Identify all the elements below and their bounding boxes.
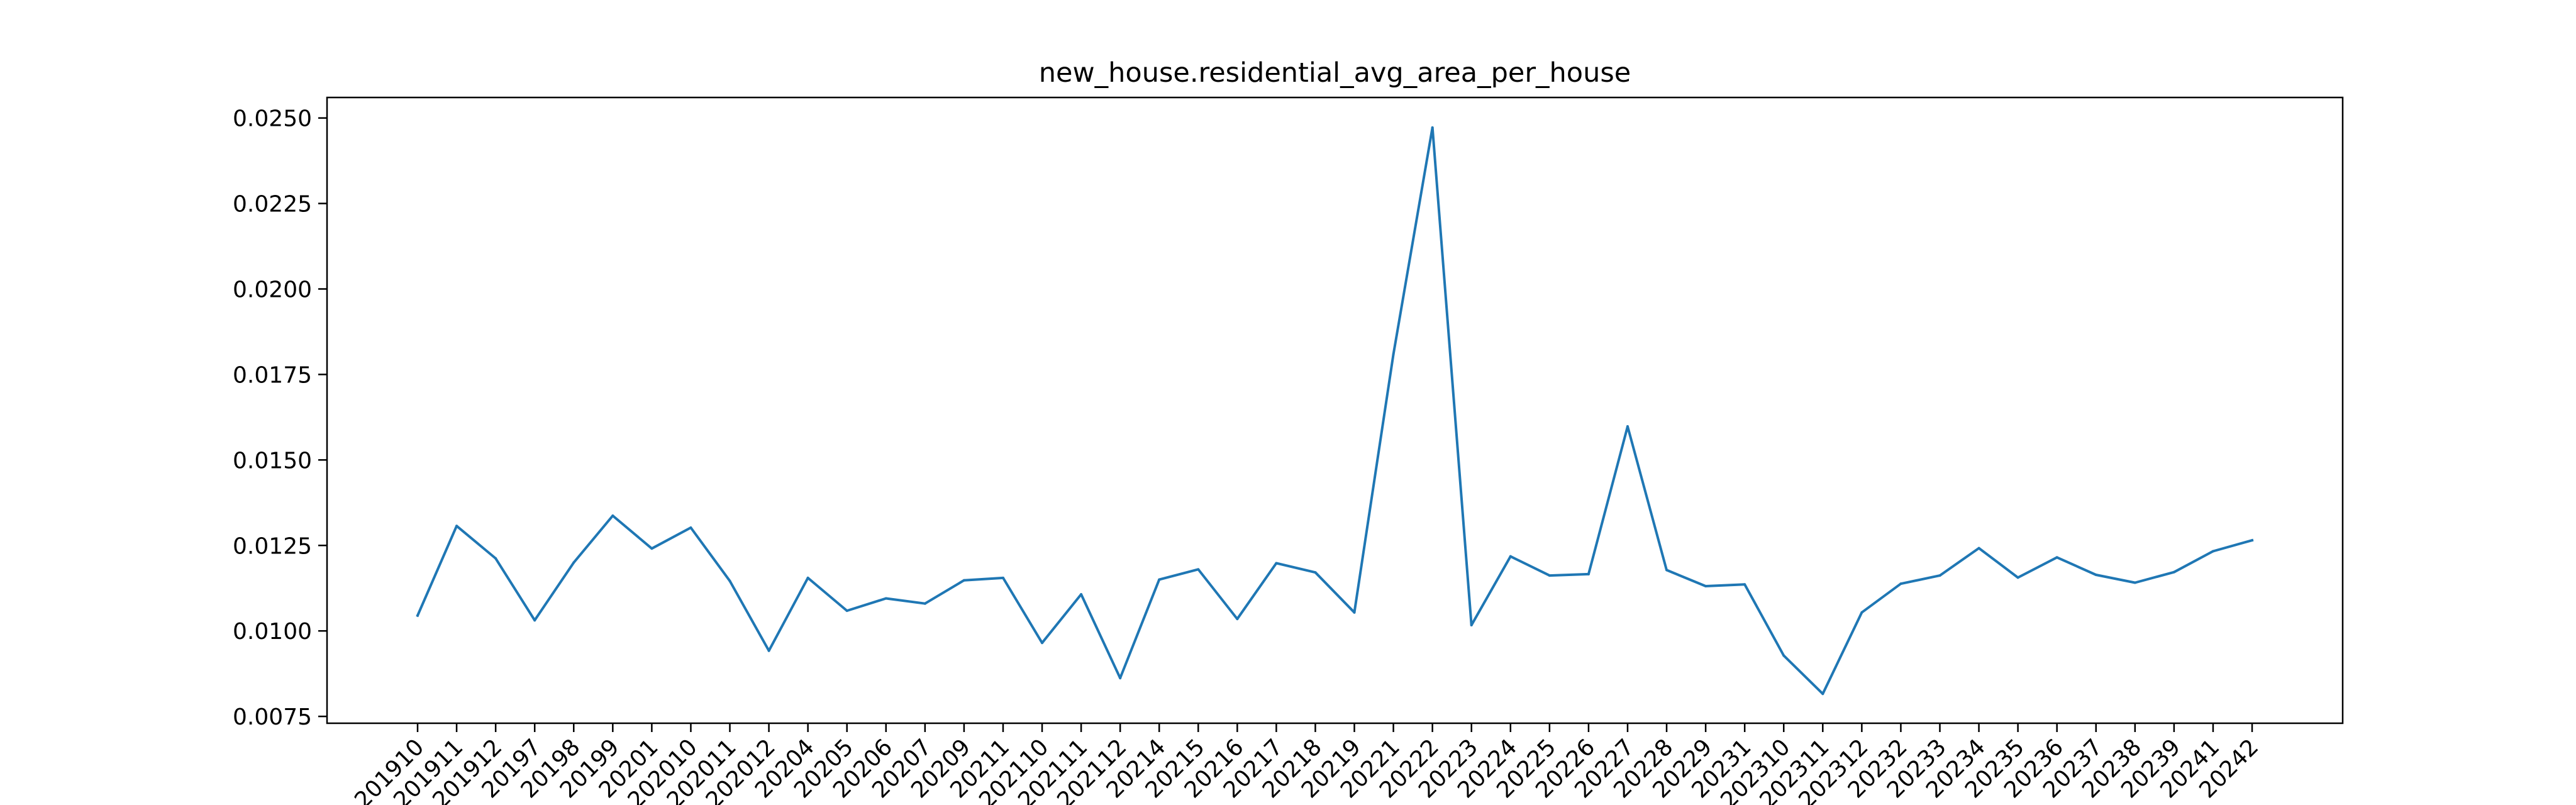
data-point xyxy=(2211,550,2214,553)
data-point xyxy=(1626,425,1629,428)
data-point xyxy=(806,576,809,579)
data-point xyxy=(533,619,536,622)
data-point xyxy=(962,579,965,582)
y-tick-label: 0.0225 xyxy=(233,192,312,218)
y-tick-label: 0.0100 xyxy=(233,619,312,645)
chart-title: new_house.residential_avg_area_per_house xyxy=(1039,57,1631,89)
data-point xyxy=(1899,582,1902,586)
data-point xyxy=(572,561,575,564)
y-axis-ticks: 0.0075 0.0100 0.0125 0.0150 0.0175 0.0200 0.02… xyxy=(233,106,327,730)
data-point xyxy=(611,514,614,517)
plot-frame xyxy=(326,96,2344,724)
data-point xyxy=(1938,574,1941,577)
data-point xyxy=(1314,571,1317,574)
data-point xyxy=(1080,593,1083,596)
data-point xyxy=(1743,583,1746,586)
data-point xyxy=(1977,547,1980,550)
data-point xyxy=(650,547,653,550)
data-point xyxy=(1236,618,1239,621)
data-point xyxy=(2251,539,2253,542)
data-point xyxy=(767,649,770,652)
data-point xyxy=(1509,555,1512,558)
data-point xyxy=(1782,654,1785,657)
data-point xyxy=(845,609,848,613)
data-point xyxy=(2016,576,2019,579)
data-point xyxy=(1158,578,1161,581)
data-point xyxy=(923,602,926,605)
series-line xyxy=(416,126,2254,696)
data-point xyxy=(1587,572,1590,575)
data-point xyxy=(2094,574,2097,577)
x-axis-ticks: 2019102019112019122019720198201992020120… xyxy=(350,723,2263,805)
data-point xyxy=(494,557,497,560)
y-tick-label: 0.0175 xyxy=(233,362,312,388)
y-tick-label: 0.0075 xyxy=(233,704,312,730)
data-point xyxy=(1470,623,1473,626)
data-point xyxy=(1392,353,1395,356)
data-point xyxy=(1860,611,1863,614)
data-point xyxy=(884,597,887,600)
data-point xyxy=(416,614,419,617)
data-point xyxy=(728,579,731,582)
data-point xyxy=(1119,677,1122,680)
data-point xyxy=(1041,641,1044,645)
data-point xyxy=(2133,581,2136,584)
data-point xyxy=(1275,562,1278,565)
data-point xyxy=(1665,569,1668,572)
data-point xyxy=(2055,556,2058,559)
series-lines xyxy=(416,126,2254,696)
data-point xyxy=(1548,574,1551,577)
data-point xyxy=(455,525,458,528)
y-tick-label: 0.0250 xyxy=(233,106,312,132)
data-point xyxy=(1197,568,1200,571)
data-point xyxy=(1704,584,1707,587)
data-point xyxy=(1353,611,1356,614)
data-point xyxy=(1431,126,1434,129)
y-tick-label: 0.0125 xyxy=(233,533,312,559)
data-point xyxy=(689,526,692,529)
y-tick-label: 0.0200 xyxy=(233,277,312,303)
data-point xyxy=(2172,570,2175,574)
data-point xyxy=(1821,692,1824,696)
y-tick-label: 0.0150 xyxy=(233,448,312,474)
data-point xyxy=(1001,576,1004,579)
